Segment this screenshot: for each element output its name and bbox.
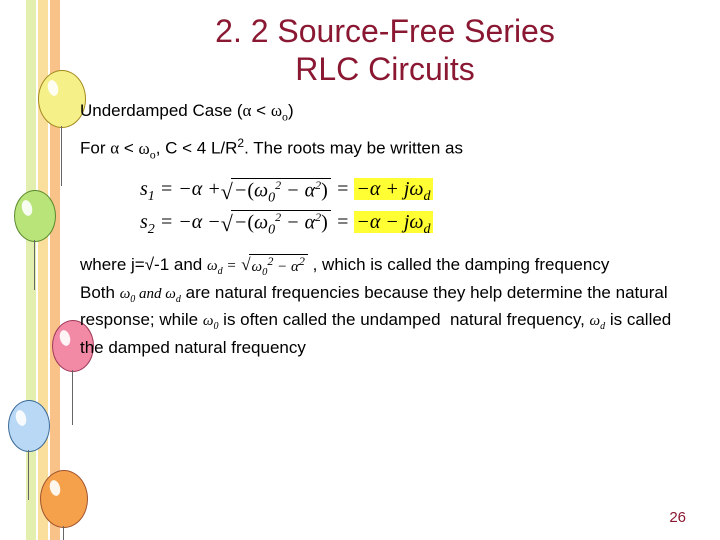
page-title: 2. 2 Source-Free Series RLC Circuits bbox=[80, 12, 690, 89]
equation-block: s1 = −α + √−(ω02 − α2) = −α + jωd s2 = −… bbox=[140, 178, 690, 239]
slide-content: 2. 2 Source-Free Series RLC Circuits Und… bbox=[0, 0, 720, 540]
subtitle: Underdamped Case (α < ωo) bbox=[80, 101, 690, 124]
equation-s2: s2 = −α − √−(ω02 − α2) = −α − jωd bbox=[140, 210, 690, 238]
title-line-1: 2. 2 Source-Free Series bbox=[215, 13, 555, 49]
intro-paragraph: For α < ωo, C < 4 L/R2. The roots may be… bbox=[80, 134, 690, 164]
equation-s1: s1 = −α + √−(ω02 − α2) = −α + jωd bbox=[140, 178, 690, 206]
explanation-paragraph: where j=√-1 and ωd = √ω02 − α2 , which i… bbox=[80, 252, 690, 361]
title-line-2: RLC Circuits bbox=[295, 51, 475, 87]
